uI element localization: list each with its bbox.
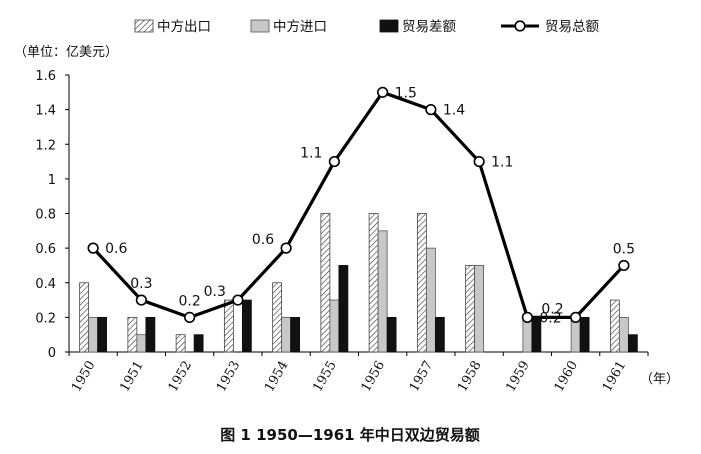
- bar: [425, 247, 436, 353]
- x-tick-label: 1959: [503, 359, 533, 395]
- x-tick-label: 1954: [262, 359, 292, 395]
- bar: [627, 334, 638, 353]
- bars: [79, 213, 638, 353]
- total-point: [87, 242, 99, 254]
- x-tick-label: 1961: [600, 359, 630, 395]
- legend-label: 贸易总额: [545, 19, 599, 35]
- data-label: 0.2: [539, 310, 561, 326]
- bar: [193, 334, 204, 353]
- data-label: 0.6: [252, 232, 274, 248]
- data-label: 1.4: [443, 103, 465, 119]
- total-point: [232, 294, 244, 306]
- bar: [618, 316, 629, 353]
- x-tick-label: 1956: [359, 359, 389, 395]
- total-point: [328, 155, 340, 168]
- x-tick-label: 1958: [455, 359, 485, 395]
- data-label: 0.5: [613, 241, 635, 257]
- y-tick-label: 0.2: [35, 311, 56, 326]
- bar: [175, 334, 186, 353]
- bar: [320, 213, 331, 353]
- data-label: 0.3: [130, 276, 152, 292]
- total-point: [521, 311, 533, 323]
- legend-label: 中方进口: [273, 19, 327, 35]
- axes: 0 0.2 0.4 0.6 0.8 1 1.2 1.4 1.6: [35, 69, 649, 361]
- y-tick-label: 0.4: [35, 277, 56, 292]
- bar: [97, 316, 108, 353]
- bar: [465, 265, 476, 353]
- x-unit-label: （年）: [640, 372, 679, 387]
- bar: [579, 316, 590, 353]
- data-label: 1.1: [300, 146, 322, 162]
- x-tick-label: 1952: [166, 359, 196, 395]
- y-tick-label: 0: [48, 346, 56, 361]
- total-point: [570, 311, 582, 323]
- bar: [127, 316, 138, 353]
- bar: [474, 265, 485, 353]
- bar: [609, 299, 620, 353]
- data-label: 0.3: [204, 284, 226, 300]
- total-point: [473, 155, 485, 168]
- total-point: [377, 86, 389, 98]
- y-tick-label: 1.6: [35, 69, 56, 84]
- figure-caption: 图 1 1950—1961 年中日双边贸易额: [220, 426, 480, 444]
- legend: 中方出口 中方进口 贸易差额 贸易总额: [134, 19, 599, 35]
- y-tick-label: 0.6: [35, 242, 56, 257]
- bar: [338, 265, 349, 353]
- total-point: [280, 242, 292, 254]
- legend-swatch: [379, 19, 399, 33]
- x-tick-label: 1957: [407, 359, 437, 395]
- data-label: 0.2: [178, 293, 200, 309]
- bar: [368, 213, 379, 353]
- x-tick-label: 1960: [552, 359, 582, 395]
- bar: [329, 299, 340, 353]
- x-tick-label: 1953: [214, 359, 244, 395]
- x-tick-label: 1950: [69, 359, 99, 395]
- y-tick-label: 1: [48, 173, 56, 188]
- x-tick-labels: 1950 1951 1952 1953 1954 1955 1956 1957 1958 1959…: [69, 359, 629, 395]
- data-label: 0.6: [105, 241, 127, 257]
- total-point: [184, 311, 196, 323]
- x-tick-label: 1955: [310, 359, 340, 395]
- bar: [88, 316, 99, 353]
- bar: [434, 316, 445, 353]
- y-unit-label: （单位：亿美元）: [14, 45, 118, 60]
- bar: [290, 316, 301, 353]
- total-point: [618, 259, 630, 272]
- bar: [145, 316, 156, 353]
- bar: [272, 282, 283, 353]
- data-label: 1.5: [395, 85, 417, 101]
- legend-label: 贸易差额: [402, 19, 456, 35]
- bar: [377, 230, 388, 353]
- total-line-path: [91, 90, 626, 319]
- x-tick-label: 1951: [117, 359, 147, 395]
- y-tick-label: 0.8: [35, 208, 56, 223]
- data-label: 1.1: [491, 155, 513, 171]
- bar: [386, 316, 397, 353]
- bar: [241, 299, 252, 353]
- total-point: [135, 294, 147, 306]
- legend-label: 中方出口: [157, 19, 211, 35]
- legend-swatch: [250, 19, 270, 33]
- data-label: 0.2: [541, 301, 563, 317]
- y-tick-label: 1.2: [35, 138, 56, 153]
- total-line: 0.60.30.20.30.61.11.51.41.10.20.20.5: [87, 85, 635, 326]
- y-tick-label: 1.4: [35, 104, 56, 119]
- bar: [223, 299, 234, 353]
- legend-swatch: [134, 19, 154, 33]
- total-point: [425, 104, 437, 116]
- bar: [136, 334, 147, 353]
- bar: [416, 213, 427, 353]
- bar: [79, 282, 90, 353]
- bar: [281, 316, 292, 353]
- legend-swatch: [514, 20, 526, 32]
